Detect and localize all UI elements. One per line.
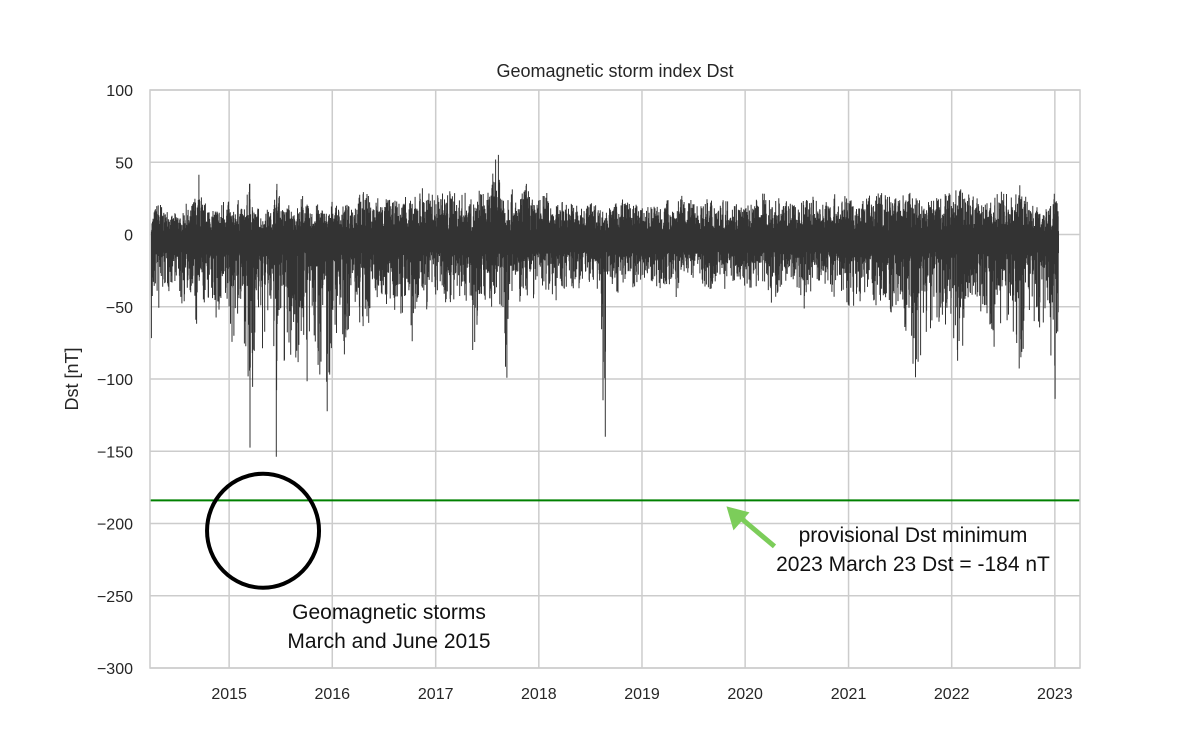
y-tick-label: 50 — [115, 155, 133, 172]
y-tick-label: −200 — [97, 517, 133, 534]
x-tick-label: 2015 — [211, 686, 247, 703]
x-tick-label: 2020 — [727, 686, 763, 703]
x-tick-label: 2022 — [934, 686, 970, 703]
chart-title: Geomagnetic storm index Dst — [496, 61, 733, 81]
y-tick-label: −50 — [106, 300, 133, 317]
y-tick-label: −100 — [97, 372, 133, 389]
x-tick-label: 2016 — [314, 686, 350, 703]
series-dst — [150, 154, 1059, 457]
y-tick-label: −300 — [97, 661, 133, 678]
x-tick-label: 2021 — [831, 686, 867, 703]
storm-circle — [205, 471, 322, 590]
annotations: provisional Dst minimum 2023 March 23 Dst… — [205, 471, 1050, 653]
x-tick-label: 2019 — [624, 686, 660, 703]
x-tick-label: 2018 — [521, 686, 557, 703]
y-axis-title: Dst [nT] — [62, 347, 82, 410]
annotation-minimum-text: 2023 March 23 Dst = -184 nT — [776, 553, 1050, 576]
plot-frame — [149, 89, 1081, 669]
tick-labels: 100 50 0 −50 −100 −150 −200 −250 −300 2015 2016 201… — [97, 83, 1073, 703]
y-tick-label: 100 — [106, 83, 133, 100]
annotation-storms-text: March and June 2015 — [287, 630, 490, 653]
y-tick-label: −150 — [97, 444, 133, 461]
arrow-head — [726, 506, 750, 531]
series-line — [150, 154, 1059, 457]
x-tick-label: 2017 — [418, 686, 454, 703]
y-tick-label: 0 — [124, 228, 133, 245]
x-tick-label: 2023 — [1037, 686, 1073, 703]
y-tick-label: −250 — [97, 589, 133, 606]
annotation-minimum-text: provisional Dst minimum — [799, 524, 1028, 547]
annotation-storms-text: Geomagnetic storms — [292, 601, 486, 624]
